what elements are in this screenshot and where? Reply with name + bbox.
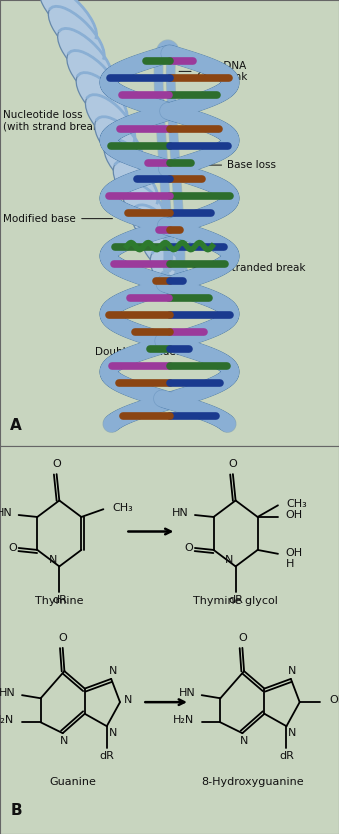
Text: N: N xyxy=(109,666,117,676)
Text: N: N xyxy=(288,666,297,676)
Text: N: N xyxy=(288,728,297,738)
Ellipse shape xyxy=(85,95,135,146)
Ellipse shape xyxy=(67,51,120,105)
Text: O: O xyxy=(238,633,247,643)
Text: N: N xyxy=(60,736,68,746)
Text: DNA-DNA
Cross-link: DNA-DNA Cross-link xyxy=(179,61,248,83)
Text: H₂N: H₂N xyxy=(173,716,194,726)
Text: OH: OH xyxy=(285,510,302,520)
Text: N: N xyxy=(225,555,234,565)
Ellipse shape xyxy=(113,161,158,208)
Text: CH₃: CH₃ xyxy=(113,503,134,513)
Text: Guanine: Guanine xyxy=(49,776,96,786)
Ellipse shape xyxy=(39,0,97,43)
Text: OH: OH xyxy=(330,696,339,706)
Text: O: O xyxy=(8,543,17,553)
Text: N: N xyxy=(123,696,132,706)
Text: dR: dR xyxy=(52,595,67,605)
Text: HN: HN xyxy=(0,508,13,518)
Text: Thymine glycol: Thymine glycol xyxy=(193,596,278,606)
Text: dR: dR xyxy=(279,751,294,761)
Text: A: A xyxy=(10,418,22,433)
Text: O: O xyxy=(228,460,237,470)
Text: HN: HN xyxy=(172,508,189,518)
Ellipse shape xyxy=(122,183,166,229)
Text: Base loss: Base loss xyxy=(203,160,276,170)
Text: O: O xyxy=(52,460,61,470)
Text: Nucleotide loss
(with strand break): Nucleotide loss (with strand break) xyxy=(3,110,119,131)
Text: O: O xyxy=(58,633,67,643)
Text: Thymine: Thymine xyxy=(35,596,84,606)
Text: 8-Hydroxyguanine: 8-Hydroxyguanine xyxy=(201,776,304,786)
Text: N: N xyxy=(108,728,117,738)
Text: H₂N: H₂N xyxy=(0,716,15,726)
Ellipse shape xyxy=(132,205,173,250)
Text: O: O xyxy=(184,543,193,553)
Ellipse shape xyxy=(58,28,112,84)
Text: Single-stranded break: Single-stranded break xyxy=(190,263,305,273)
Text: N: N xyxy=(49,555,57,565)
Ellipse shape xyxy=(95,117,143,167)
Ellipse shape xyxy=(76,73,127,125)
Text: HN: HN xyxy=(0,688,16,698)
Text: OH: OH xyxy=(285,548,302,558)
Ellipse shape xyxy=(141,227,181,271)
Text: dR: dR xyxy=(99,751,114,761)
Text: H: H xyxy=(285,559,294,569)
Text: Double-stranded break: Double-stranded break xyxy=(95,348,215,358)
Text: Modified base: Modified base xyxy=(3,214,113,224)
Ellipse shape xyxy=(48,7,104,63)
Text: B: B xyxy=(10,803,22,818)
Text: CH₃: CH₃ xyxy=(287,499,307,509)
Ellipse shape xyxy=(150,249,189,292)
Text: HN: HN xyxy=(179,688,196,698)
Text: N: N xyxy=(240,736,248,746)
Ellipse shape xyxy=(104,138,150,188)
Text: dR: dR xyxy=(228,595,243,605)
